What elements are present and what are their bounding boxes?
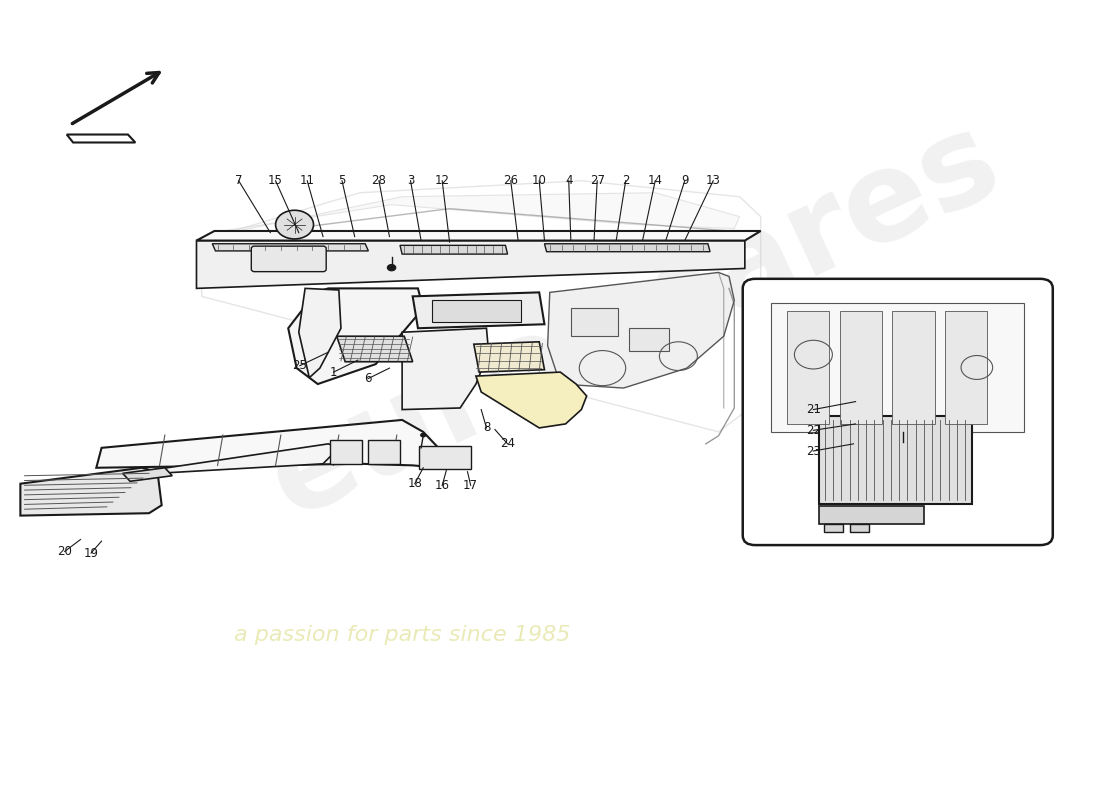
Polygon shape	[123, 468, 173, 482]
Text: eurospares: eurospares	[251, 98, 1018, 542]
Text: 14: 14	[648, 174, 662, 187]
Bar	[786, 311, 829, 424]
Bar	[839, 311, 882, 424]
Text: 9: 9	[681, 174, 689, 187]
Polygon shape	[212, 193, 739, 234]
Text: 16: 16	[434, 479, 450, 492]
Text: 28: 28	[372, 174, 386, 187]
Text: 11: 11	[299, 174, 315, 187]
Polygon shape	[474, 342, 544, 372]
Polygon shape	[544, 244, 710, 252]
Text: 3: 3	[407, 174, 415, 187]
Bar	[330, 440, 362, 464]
Text: 24: 24	[500, 438, 515, 450]
Text: 18: 18	[407, 478, 422, 490]
Polygon shape	[299, 288, 341, 378]
Polygon shape	[212, 244, 368, 251]
FancyBboxPatch shape	[742, 279, 1053, 545]
Text: 15: 15	[268, 174, 283, 187]
Text: 10: 10	[531, 174, 547, 187]
Bar	[850, 523, 869, 531]
Polygon shape	[337, 336, 412, 362]
FancyBboxPatch shape	[419, 446, 471, 470]
Text: 17: 17	[463, 479, 478, 492]
Text: 23: 23	[806, 445, 821, 458]
Polygon shape	[548, 273, 735, 388]
Polygon shape	[400, 246, 507, 254]
Polygon shape	[97, 420, 442, 468]
Polygon shape	[288, 288, 424, 384]
Circle shape	[276, 210, 314, 239]
Text: a passion for parts since 1985: a passion for parts since 1985	[234, 625, 570, 645]
Circle shape	[420, 433, 427, 438]
Polygon shape	[412, 292, 544, 328]
Bar	[892, 311, 935, 424]
Bar	[824, 523, 843, 531]
Text: 19: 19	[84, 546, 99, 559]
Text: 21: 21	[806, 403, 821, 416]
Bar	[818, 416, 971, 504]
Text: 27: 27	[590, 174, 605, 187]
Text: 12: 12	[434, 174, 450, 187]
Text: 2: 2	[621, 174, 629, 187]
Bar	[629, 328, 669, 350]
Text: 20: 20	[57, 545, 73, 558]
Text: 1: 1	[330, 366, 338, 378]
Text: 13: 13	[706, 174, 721, 187]
Text: 25: 25	[293, 359, 307, 372]
Bar	[771, 303, 1024, 432]
Polygon shape	[197, 231, 761, 241]
Text: 6: 6	[364, 372, 372, 385]
Bar	[818, 506, 924, 523]
Bar	[368, 440, 400, 464]
Bar	[431, 299, 521, 322]
Text: 8: 8	[483, 422, 491, 434]
Bar	[571, 308, 618, 336]
FancyBboxPatch shape	[251, 246, 327, 272]
Polygon shape	[151, 444, 339, 474]
Text: 5: 5	[339, 174, 345, 187]
Polygon shape	[476, 372, 586, 428]
Text: 7: 7	[235, 174, 242, 187]
Polygon shape	[21, 468, 162, 515]
Circle shape	[387, 265, 396, 271]
Text: 22: 22	[806, 424, 821, 437]
Polygon shape	[403, 328, 488, 410]
Text: 4: 4	[565, 174, 572, 187]
Bar	[945, 311, 988, 424]
Text: 26: 26	[503, 174, 518, 187]
Polygon shape	[197, 241, 745, 288]
